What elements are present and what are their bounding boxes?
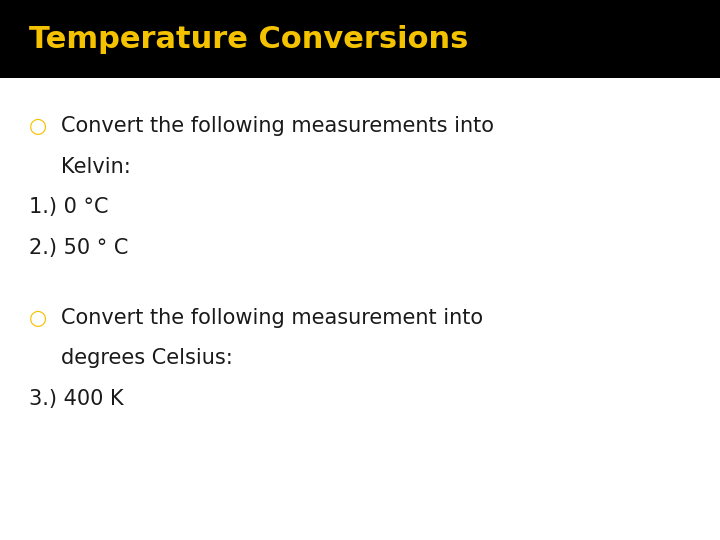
Text: ○: ○: [29, 308, 47, 328]
Text: Temperature Conversions: Temperature Conversions: [29, 25, 468, 53]
FancyBboxPatch shape: [0, 0, 720, 78]
Text: Kelvin:: Kelvin:: [61, 157, 131, 177]
Text: 3.) 400 K: 3.) 400 K: [29, 389, 123, 409]
Text: Convert the following measurement into: Convert the following measurement into: [61, 308, 483, 328]
Text: 1.) 0 °C: 1.) 0 °C: [29, 197, 108, 217]
Text: degrees Celsius:: degrees Celsius:: [61, 348, 233, 368]
Text: 2.) 50 ° C: 2.) 50 ° C: [29, 238, 128, 258]
Text: Convert the following measurements into: Convert the following measurements into: [61, 116, 494, 136]
Text: ○: ○: [29, 116, 47, 136]
